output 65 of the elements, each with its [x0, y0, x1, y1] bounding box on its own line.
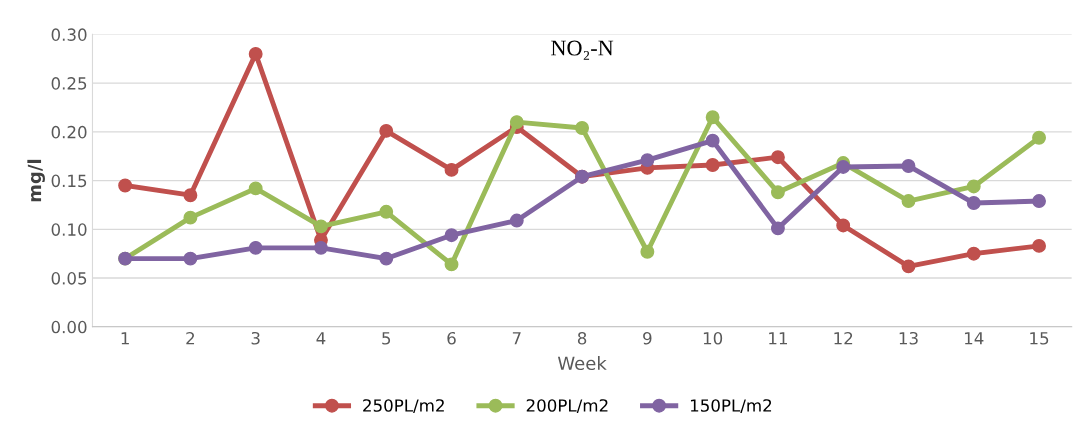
point: [770, 221, 785, 236]
point: [118, 178, 133, 193]
point: [509, 115, 524, 130]
point: [379, 123, 394, 138]
x-tick-label: 9: [643, 331, 652, 345]
x-tick-label: 8: [577, 331, 587, 345]
point: [966, 246, 981, 261]
point: [966, 196, 981, 210]
x-tick-label: 10: [703, 331, 723, 345]
y-tick-label: 0.10: [51, 223, 87, 236]
point: [770, 185, 785, 200]
point: [836, 160, 851, 174]
legend-label: 250PL/m2: [363, 399, 444, 414]
point: [1032, 238, 1046, 253]
x-tick-label: 2: [186, 331, 195, 345]
point: [901, 194, 916, 209]
point: [705, 158, 720, 172]
x-tick-label: 15: [1030, 332, 1049, 345]
y-tick-label: 0.20: [51, 125, 87, 139]
y-tick-label: 0.05: [51, 272, 87, 285]
point: [248, 46, 263, 61]
chart-title: NO₂-N: [551, 40, 614, 60]
point: [509, 213, 524, 228]
y-tick-label: 0.00: [51, 320, 87, 334]
x-tick-label: 3: [251, 331, 260, 345]
legend-label: 150PL/m2: [690, 399, 772, 414]
point: [379, 204, 394, 219]
point: [248, 240, 263, 255]
point: [901, 259, 916, 274]
point: [770, 150, 785, 165]
y-axis-title: mg/l: [27, 159, 45, 202]
point: [575, 121, 590, 135]
y-tick-label: 0.30: [51, 28, 87, 41]
point: [248, 181, 263, 196]
x-tick-label: 7: [512, 332, 521, 345]
x-tick-label: 11: [769, 332, 787, 345]
y-tick-label: 0.15: [51, 174, 87, 188]
point: [379, 251, 394, 266]
point: [314, 219, 328, 234]
x-tick-label: 4: [316, 332, 326, 345]
point: [1032, 130, 1046, 145]
x-tick-label: 14: [964, 332, 984, 345]
legend-label: 200PL/m2: [526, 399, 608, 414]
point: [183, 251, 198, 266]
point: [640, 153, 655, 168]
x-tick-label: 6: [447, 331, 456, 345]
point: [1032, 194, 1046, 209]
x-tick-label: 13: [899, 331, 918, 345]
point: [444, 228, 459, 243]
point: [705, 110, 720, 125]
x-tick-label: 5: [382, 332, 391, 345]
x-tick-label: 1: [121, 332, 129, 345]
y-tick-label: 0.25: [51, 77, 87, 90]
point: [640, 244, 655, 259]
point: [183, 210, 198, 225]
point: [966, 179, 981, 194]
x-axis-title: Week: [557, 356, 607, 371]
point: [444, 162, 459, 177]
point: [183, 188, 198, 203]
point: [444, 257, 459, 272]
point: [836, 218, 851, 233]
point: [705, 133, 720, 148]
x-tick-label: 12: [834, 331, 853, 345]
point: [901, 159, 916, 173]
point: [314, 240, 328, 255]
